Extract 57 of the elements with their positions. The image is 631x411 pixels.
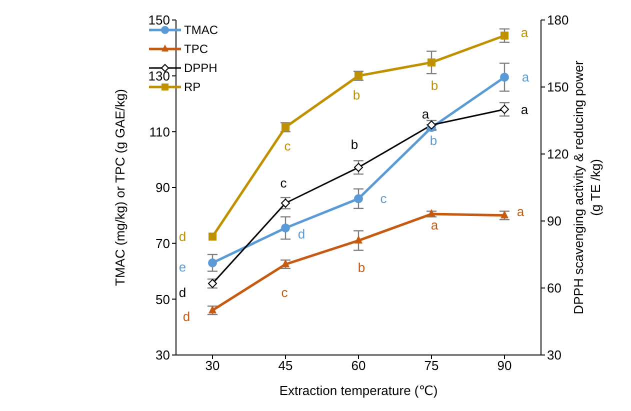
annotation: a <box>522 70 530 85</box>
y2-tick-label: 30 <box>547 348 562 363</box>
annotation: a <box>520 102 529 117</box>
annotation: c <box>281 284 288 300</box>
legend-label: TPC <box>184 42 208 56</box>
annotation: b <box>358 260 366 276</box>
annotation: e <box>178 259 186 274</box>
annotation: b <box>352 87 360 102</box>
point <box>281 223 290 232</box>
legend-label: RP <box>184 80 201 94</box>
y-tick-label: 110 <box>149 124 170 140</box>
point <box>208 258 217 268</box>
y2-axis-title: DPPH scavenging activity & reducing power (g TE /kg) <box>571 60 603 314</box>
x-tick-label: 90 <box>497 358 512 374</box>
x-tick-label: 30 <box>205 358 220 374</box>
y2-tick-label: 60 <box>547 280 562 296</box>
point <box>500 32 508 40</box>
y-axis-title: TMAC (mg/kg) or TPC (g GAE/kg) <box>112 89 128 286</box>
annotation: d <box>182 308 190 324</box>
y-tick-label: 90 <box>156 180 170 196</box>
x-axis-title: Extraction temperature (℃) <box>279 383 438 398</box>
annotation: a <box>430 218 439 233</box>
annotation: a <box>422 106 430 122</box>
annotation: b <box>430 78 438 93</box>
annotation: d <box>178 285 186 300</box>
annotation: a <box>516 204 525 219</box>
point <box>500 210 508 218</box>
x-tick-label: 45 <box>278 358 293 374</box>
y-tick-label: 150 <box>148 12 170 28</box>
point <box>500 72 509 82</box>
y2-tick-label: 150 <box>547 80 569 95</box>
x-tick-label: 75 <box>424 358 439 374</box>
y-tick-label: 130 <box>148 68 170 84</box>
annotation: d <box>178 229 186 244</box>
point <box>500 104 509 114</box>
annotation: d <box>298 226 306 242</box>
y-tick-label: 70 <box>156 236 170 251</box>
annotation: a <box>520 25 529 40</box>
annotation: c <box>284 138 292 154</box>
x-tick-label: 60 <box>351 358 366 374</box>
y2-tick-label: 180 <box>547 12 569 28</box>
y-tick-label: 30 <box>156 348 170 363</box>
annotation: b <box>350 136 358 152</box>
legend-label: DPPH <box>184 60 218 74</box>
legend-label: TMAC <box>184 22 218 36</box>
annotation: c <box>280 176 288 191</box>
y2-tick-label: 120 <box>547 146 569 162</box>
point <box>208 232 216 241</box>
point <box>354 194 363 204</box>
point <box>354 236 362 244</box>
point <box>428 58 436 66</box>
point <box>428 209 436 218</box>
point <box>354 162 363 172</box>
annotation: b <box>430 132 438 148</box>
annotation: c <box>380 191 388 206</box>
y2-tick-label: 90 <box>547 214 562 229</box>
y-tick-label: 50 <box>156 292 170 307</box>
